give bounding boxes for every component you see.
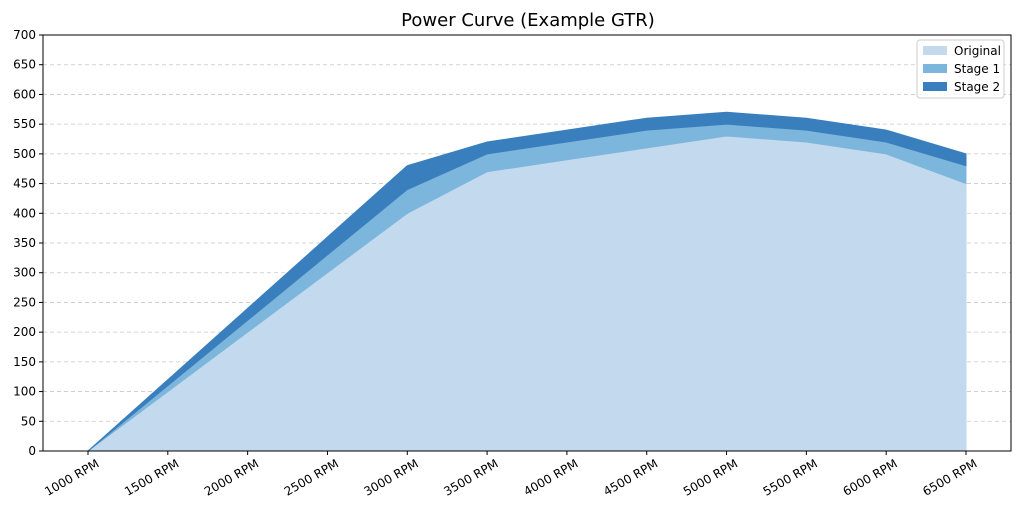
legend-label: Stage 1 — [954, 62, 1000, 76]
area-series-3 — [87, 111, 967, 452]
y-tick-label: 100 — [13, 385, 36, 399]
y-tick-label: 700 — [13, 28, 36, 42]
y-tick-label: 200 — [13, 325, 36, 339]
legend-swatch — [923, 82, 947, 91]
legend-label: Original — [954, 44, 1001, 58]
x-tick-label: 2000 RPM — [202, 456, 261, 498]
x-tick-label: 6500 RPM — [920, 456, 979, 498]
x-tick-label: 1500 RPM — [122, 456, 181, 498]
x-tick-label: 3500 RPM — [441, 456, 500, 498]
x-tick-label: 5000 RPM — [681, 456, 740, 498]
x-tick-label: 2500 RPM — [282, 456, 341, 498]
y-tick-label: 300 — [13, 266, 36, 280]
y-tick-label: 150 — [13, 355, 36, 369]
x-tick-label: 4000 RPM — [521, 456, 580, 498]
legend-label: Stage 2 — [954, 80, 1000, 94]
y-tick-label: 350 — [13, 236, 36, 250]
y-tick-label: 50 — [21, 414, 36, 428]
y-tick-label: 550 — [13, 117, 36, 131]
y-tick-label: 250 — [13, 295, 36, 309]
x-tick-label: 1000 RPM — [42, 456, 101, 498]
legend-swatch — [923, 46, 947, 55]
y-tick-label: 0 — [28, 444, 36, 458]
y-tick-label: 450 — [13, 177, 36, 191]
y-tick-label: 600 — [13, 87, 36, 101]
x-tick-label: 4500 RPM — [601, 456, 660, 498]
area-series — [86, 111, 967, 452]
y-tick-label: 500 — [13, 147, 36, 161]
x-tick-label: 6000 RPM — [840, 456, 899, 498]
y-tick-label: 650 — [13, 58, 36, 72]
legend: Original Stage 1 Stage 2 — [916, 39, 1005, 99]
chart-title: Power Curve (Example GTR) — [401, 10, 655, 31]
legend-swatch — [923, 64, 947, 73]
x-tick-label: 3000 RPM — [362, 456, 421, 498]
x-tick-label: 5500 RPM — [761, 456, 820, 498]
y-tick-label: 400 — [13, 206, 36, 220]
